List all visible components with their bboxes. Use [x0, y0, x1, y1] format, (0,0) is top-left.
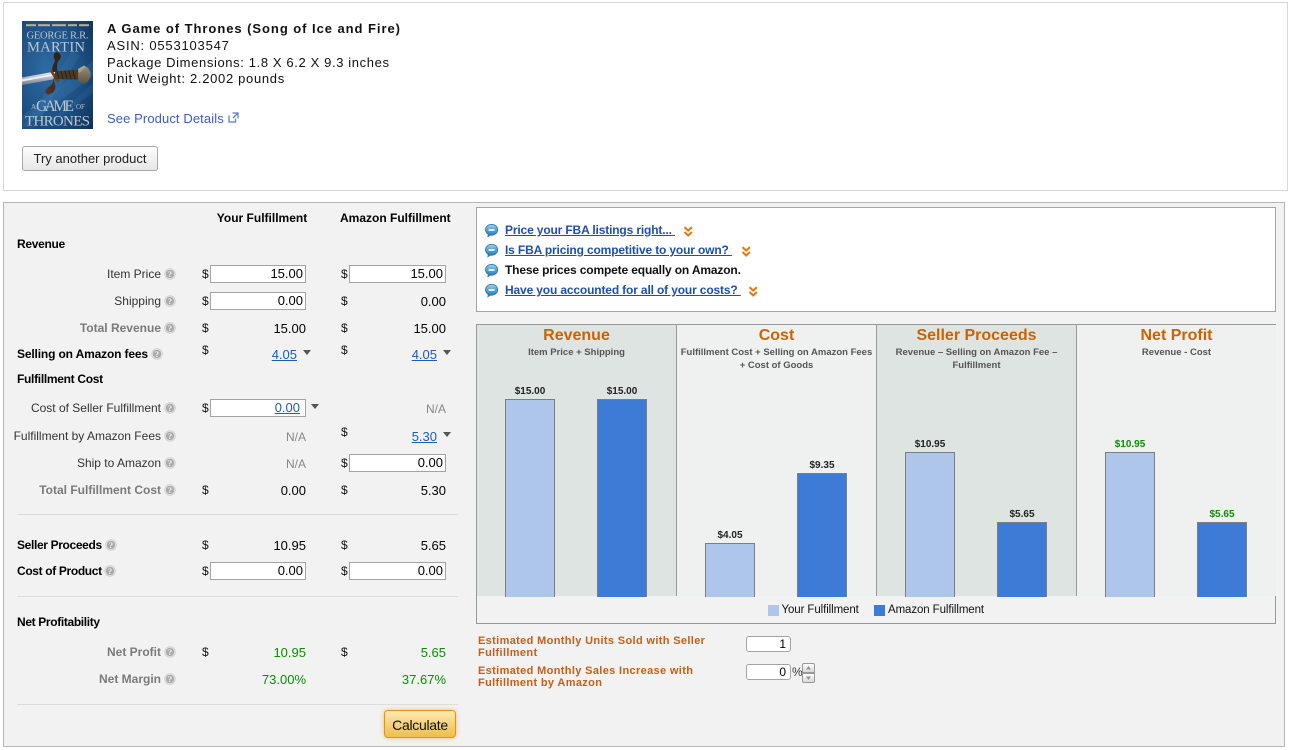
svg-text:THRONES: THRONES: [25, 114, 90, 130]
svg-text:OF: OF: [76, 103, 85, 111]
svg-text:?: ?: [168, 403, 172, 413]
svg-text:MARTIN: MARTIN: [27, 40, 86, 56]
svg-text:GEORGE R.R.: GEORGE R.R.: [27, 31, 89, 42]
svg-text:?: ?: [155, 349, 159, 359]
svg-text:?: ?: [168, 431, 172, 441]
svg-text:?: ?: [168, 674, 172, 684]
svg-text:?: ?: [109, 540, 113, 550]
svg-text:?: ?: [168, 323, 172, 333]
svg-text:A: A: [31, 103, 36, 111]
svg-text:?: ?: [108, 566, 112, 576]
svg-text:?: ?: [168, 458, 172, 468]
svg-text:?: ?: [168, 269, 172, 279]
svg-text:?: ?: [168, 485, 172, 495]
svg-text:GAME: GAME: [36, 98, 74, 115]
svg-text:?: ?: [168, 647, 172, 657]
svg-text:?: ?: [168, 296, 172, 306]
